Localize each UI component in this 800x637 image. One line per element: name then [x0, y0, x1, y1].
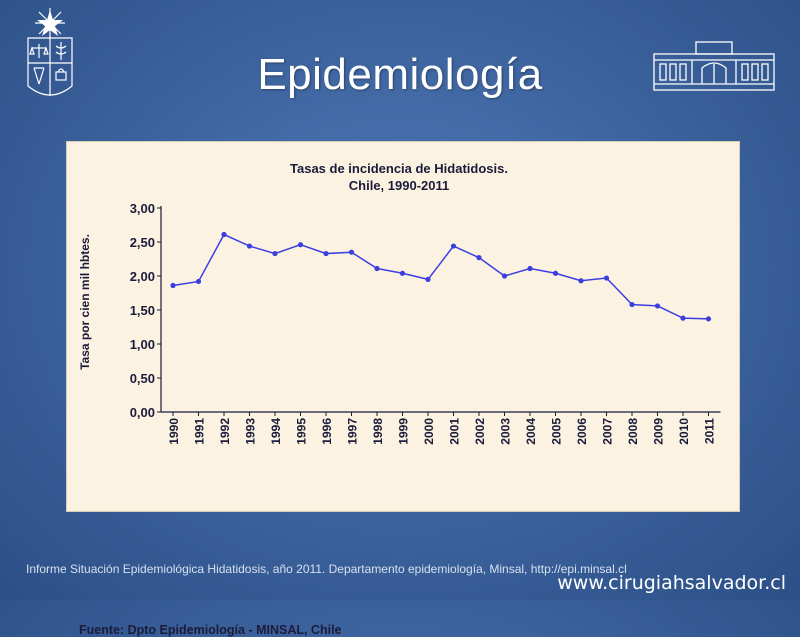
x-tick-label: 1993 — [244, 418, 258, 445]
data-point — [272, 250, 278, 257]
data-point — [680, 315, 686, 321]
x-tick-label: 2002 — [473, 418, 487, 445]
data-point — [450, 243, 457, 249]
data-point — [221, 231, 227, 238]
y-tick-label: 1,50 — [130, 303, 155, 318]
compass-icon — [33, 67, 45, 85]
x-tick-label: 2010 — [677, 418, 691, 445]
x-tick-label: 1997 — [346, 418, 360, 445]
x-tick-label: 2005 — [550, 418, 564, 445]
y-tick-label: 2,50 — [130, 235, 155, 250]
series-line — [172, 233, 709, 320]
data-point — [246, 243, 253, 249]
x-tick-label: 2004 — [524, 418, 538, 445]
scales-icon — [29, 44, 49, 58]
data-point — [527, 265, 533, 272]
star-emblem-icon — [35, 8, 65, 38]
data-point — [654, 303, 661, 309]
x-tick-label: 2001 — [448, 418, 462, 445]
chart-source: Fuente: Dpto Epidemiología - MINSAL, Chi… — [79, 623, 342, 637]
x-tick-label: 2009 — [652, 418, 666, 445]
incidence-line-chart: Tasas de incidencia de Hidatidosis. Chil… — [78, 161, 721, 445]
chart-title-line1: Tasas de incidencia de Hidatidosis. — [290, 161, 508, 176]
lamp-icon — [55, 68, 67, 81]
data-point — [195, 278, 202, 285]
data-point — [501, 273, 508, 279]
y-tick-label: 0,50 — [130, 371, 155, 386]
y-axis-label: Tasa por cien mil hbtes. — [78, 234, 92, 370]
x-tick-label: 2011 — [703, 418, 717, 444]
chart-panel: Tasas de incidencia de Hidatidosis. Chil… — [66, 141, 740, 637]
x-tick-label: 1994 — [269, 418, 283, 445]
data-point — [297, 242, 304, 248]
x-tick-label: 2003 — [499, 418, 513, 445]
university-crest-logo — [27, 8, 73, 96]
data-point — [705, 316, 712, 322]
x-tick-label: 1995 — [295, 418, 309, 445]
footer-citation: Informe Situación Epidemiológica Hidatid… — [26, 562, 627, 576]
x-tick-label: 1999 — [397, 418, 411, 445]
data-point — [603, 275, 610, 281]
caduceus-icon — [55, 42, 67, 60]
x-tick-label: 2008 — [626, 418, 640, 445]
x-tick-label: 1992 — [218, 418, 232, 445]
data-point — [323, 250, 329, 257]
chart-title-line2: Chile, 1990-2011 — [349, 178, 449, 193]
x-tick-label: 1991 — [193, 418, 207, 445]
data-point — [170, 282, 176, 289]
y-tick-label: 0,00 — [130, 405, 155, 420]
slide-title: Epidemiología — [257, 50, 543, 99]
x-tick-label: 1998 — [371, 418, 385, 445]
x-tick-label: 2000 — [422, 418, 436, 445]
building-facade-logo — [653, 41, 775, 91]
data-point — [348, 249, 355, 255]
data-point — [629, 301, 635, 308]
y-tick-label: 2,00 — [130, 269, 155, 284]
y-tick-label: 1,00 — [130, 337, 155, 352]
data-point — [578, 278, 584, 284]
data-point — [552, 270, 559, 276]
x-tick-label: 2007 — [601, 418, 615, 445]
x-tick-label: 1990 — [167, 418, 181, 445]
site-url: www.cirugiahsalvador.cl — [557, 572, 786, 594]
data-point — [476, 255, 482, 261]
data-point — [425, 276, 431, 282]
x-tick-label: 2006 — [575, 418, 589, 445]
data-point — [374, 265, 380, 272]
x-tick-label: 1996 — [320, 418, 334, 445]
y-tick-label: 3,00 — [130, 201, 155, 216]
data-point — [399, 270, 406, 276]
